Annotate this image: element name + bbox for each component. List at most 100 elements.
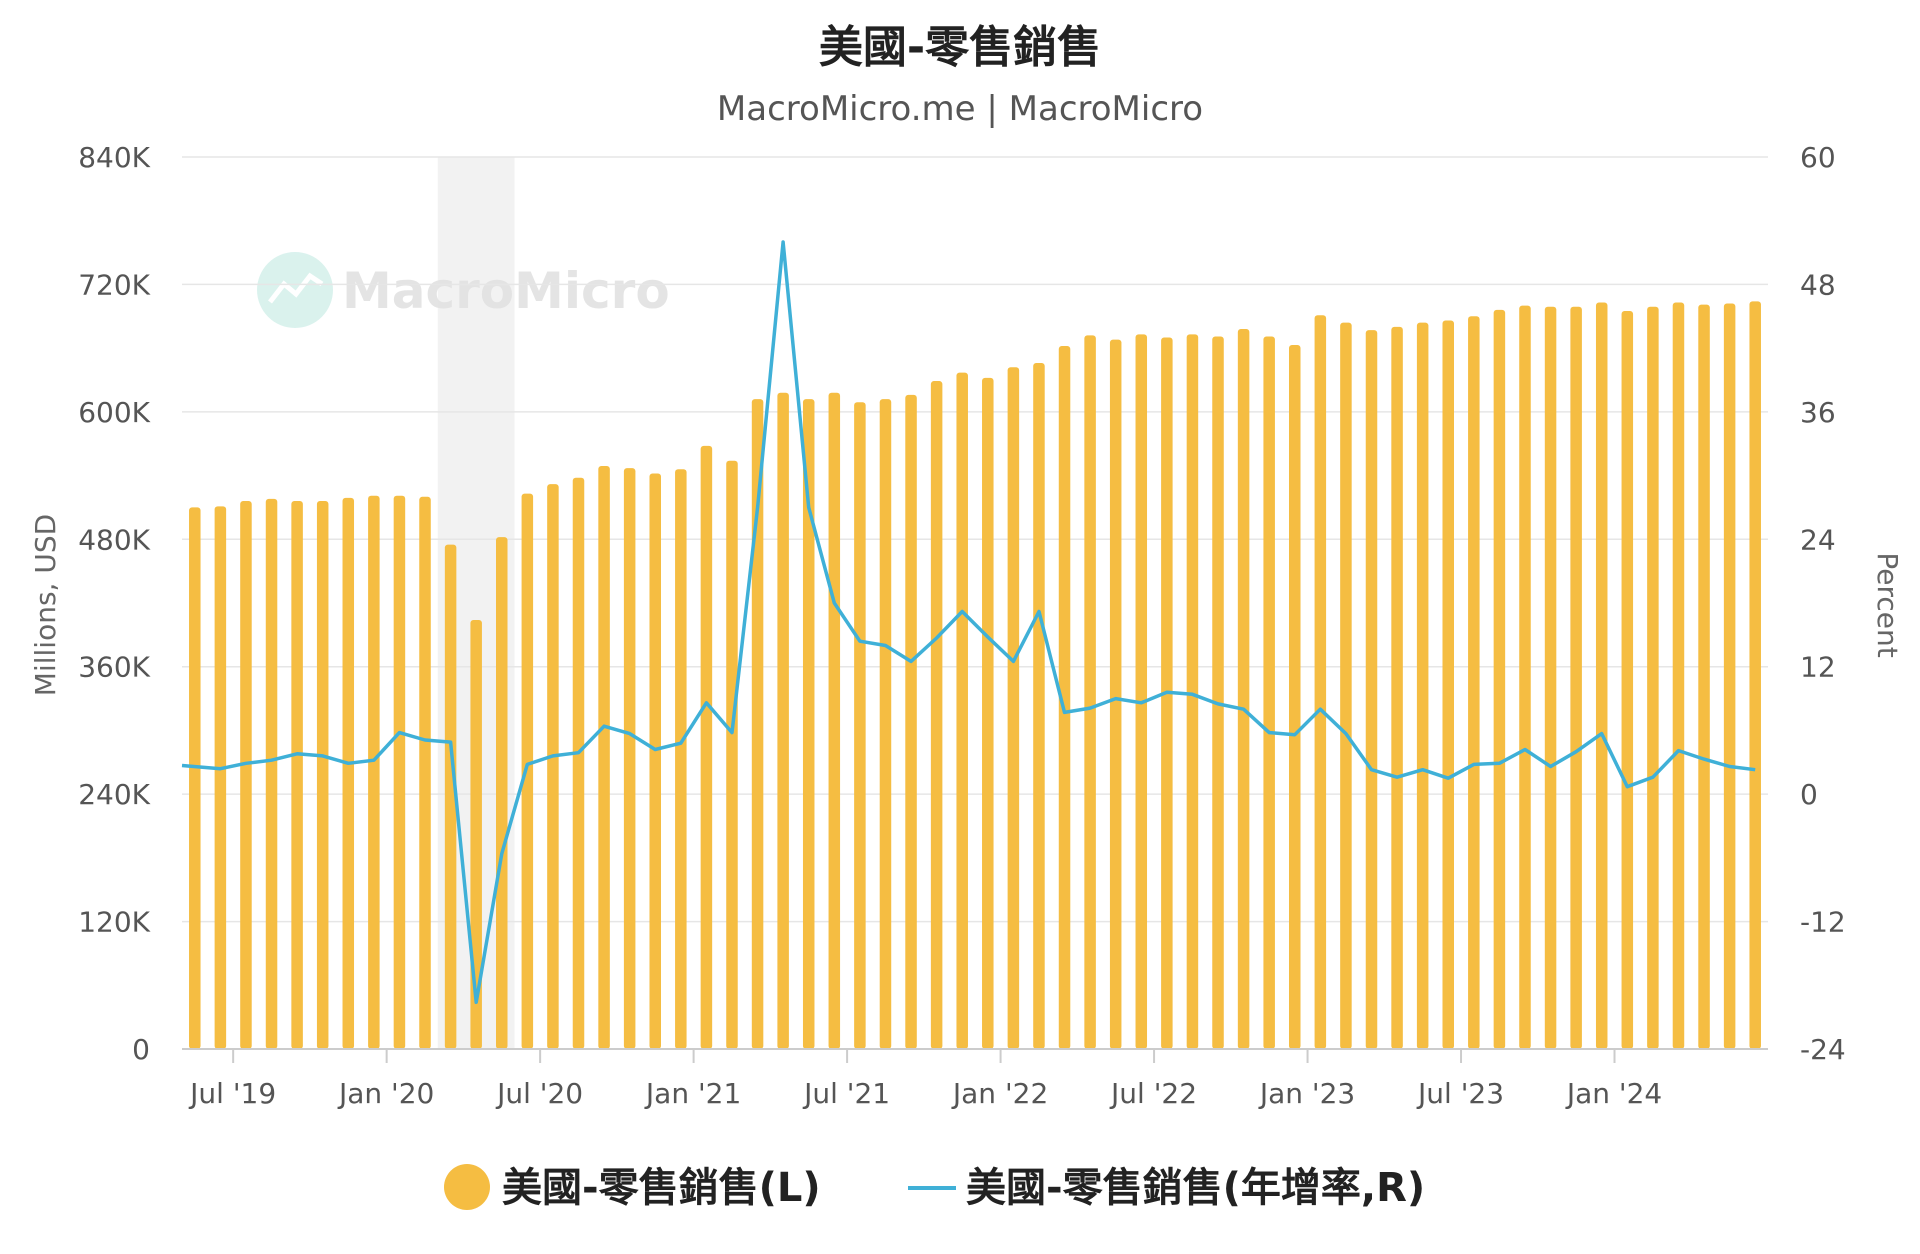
bar[interactable] xyxy=(342,497,355,1049)
bar[interactable] xyxy=(1033,363,1045,1049)
legend-bar-swatch xyxy=(444,1164,490,1210)
bar-series xyxy=(189,301,1761,1050)
bar[interactable] xyxy=(189,507,201,1049)
bar[interactable] xyxy=(1647,306,1659,1049)
x-tick-label: Jan '20 xyxy=(337,1077,434,1110)
bar[interactable] xyxy=(930,381,943,1049)
bar[interactable] xyxy=(649,473,661,1049)
bar[interactable] xyxy=(316,501,329,1049)
bar[interactable] xyxy=(751,399,764,1050)
bar[interactable] xyxy=(1749,301,1761,1049)
right-tick-label: 60 xyxy=(1800,141,1836,174)
x-tick-label: Jan '21 xyxy=(644,1077,741,1110)
bar[interactable] xyxy=(444,544,457,1049)
bar[interactable] xyxy=(1416,322,1429,1050)
x-tick-label: Jan '23 xyxy=(1258,1077,1355,1110)
bar[interactable] xyxy=(368,495,380,1049)
bar[interactable] xyxy=(393,495,406,1049)
legend-label-bars[interactable]: 美國-零售銷售(L) xyxy=(502,1165,821,1211)
bar[interactable] xyxy=(598,466,610,1049)
bar[interactable] xyxy=(1595,302,1608,1049)
bar[interactable] xyxy=(1135,334,1148,1049)
bar[interactable] xyxy=(419,496,431,1049)
bar[interactable] xyxy=(1186,334,1199,1049)
x-tick-label: Jul '20 xyxy=(495,1077,583,1110)
x-tick-label: Jan '24 xyxy=(1565,1077,1662,1110)
bar[interactable] xyxy=(1365,330,1378,1050)
bar[interactable] xyxy=(1314,315,1327,1049)
x-tick-label: Jul '23 xyxy=(1416,1077,1504,1110)
bar[interactable] xyxy=(879,399,892,1050)
bar[interactable] xyxy=(1263,336,1275,1049)
right-tick-label: 24 xyxy=(1800,523,1836,556)
x-axis: Jul '19 Jan '20 Jul '20 Jan '21 Jul '21 Jan '… xyxy=(182,1048,1768,1110)
bar[interactable] xyxy=(1058,346,1071,1049)
yoy-line[interactable] xyxy=(181,240,1756,1005)
right-axis-title: Percent xyxy=(1871,552,1904,657)
bar[interactable] xyxy=(572,477,585,1049)
watermark-logo: MacroMicro xyxy=(257,252,670,328)
watermark-chart-icon xyxy=(268,272,324,304)
legend[interactable]: 美國-零售銷售(L) 美國-零售銷售(年增率,R) xyxy=(444,1164,1425,1211)
bar[interactable] xyxy=(854,402,866,1049)
right-tick-label: 12 xyxy=(1800,651,1836,684)
left-tick-label: 0 xyxy=(132,1033,150,1066)
bar[interactable] xyxy=(905,394,917,1049)
x-tick-label: Jul '22 xyxy=(1109,1077,1197,1110)
bar[interactable] xyxy=(1084,335,1096,1049)
bar[interactable] xyxy=(1544,306,1557,1049)
bar[interactable] xyxy=(700,445,713,1049)
bar[interactable] xyxy=(1007,367,1020,1049)
chart-subtitle: MacroMicro.me | MacroMicro xyxy=(717,89,1203,129)
left-axis-title: Millions, USD xyxy=(29,514,62,696)
bar[interactable] xyxy=(623,468,636,1050)
bar[interactable] xyxy=(1442,320,1454,1049)
bar[interactable] xyxy=(1493,309,1506,1049)
bar[interactable] xyxy=(496,537,508,1049)
left-tick-label: 840K xyxy=(78,141,150,174)
bar[interactable] xyxy=(521,493,534,1050)
bar[interactable] xyxy=(1237,329,1250,1049)
left-tick-label: 360K xyxy=(78,651,150,684)
bar[interactable] xyxy=(675,469,687,1049)
watermark-text: MacroMicro xyxy=(342,262,670,320)
bar[interactable] xyxy=(1672,302,1685,1049)
bar[interactable] xyxy=(1468,316,1480,1049)
left-tick-label: 240K xyxy=(78,778,150,811)
bar[interactable] xyxy=(547,484,559,1050)
left-tick-label: 120K xyxy=(78,906,150,939)
bar[interactable] xyxy=(1519,305,1531,1050)
x-tick-label: Jul '19 xyxy=(188,1077,276,1110)
bar[interactable] xyxy=(1212,336,1224,1049)
bar[interactable] xyxy=(982,377,994,1049)
bar[interactable] xyxy=(1698,304,1710,1050)
bar[interactable] xyxy=(1289,344,1301,1049)
bar[interactable] xyxy=(1340,322,1352,1050)
bar[interactable] xyxy=(240,501,252,1049)
chart-title: 美國-零售銷售 xyxy=(819,22,1101,73)
left-tick-label: 480K xyxy=(78,523,150,556)
right-tick-label: 36 xyxy=(1800,396,1836,429)
right-tick-label: -12 xyxy=(1800,906,1846,939)
bar[interactable] xyxy=(291,501,303,1049)
bar[interactable] xyxy=(1570,306,1582,1049)
bar[interactable] xyxy=(1109,339,1122,1050)
bar[interactable] xyxy=(828,392,841,1049)
bar[interactable] xyxy=(470,619,482,1049)
bar[interactable] xyxy=(1391,326,1403,1049)
bar[interactable] xyxy=(956,372,968,1050)
bar[interactable] xyxy=(265,498,278,1049)
legend-label-line[interactable]: 美國-零售銷售(年增率,R) xyxy=(966,1165,1425,1211)
bar[interactable] xyxy=(726,460,738,1049)
x-tick-label: Jul '21 xyxy=(802,1077,890,1110)
bar[interactable] xyxy=(777,392,789,1049)
left-y-axis: 0 120K 240K 360K 480K 600K 720K 840K xyxy=(78,141,150,1066)
left-tick-label: 720K xyxy=(78,268,150,301)
bar[interactable] xyxy=(802,399,815,1050)
x-tick-label: Jan '22 xyxy=(951,1077,1048,1110)
line-series xyxy=(181,240,1756,1005)
bar[interactable] xyxy=(1723,303,1736,1049)
bar[interactable] xyxy=(214,506,227,1049)
bar[interactable] xyxy=(1621,310,1634,1049)
